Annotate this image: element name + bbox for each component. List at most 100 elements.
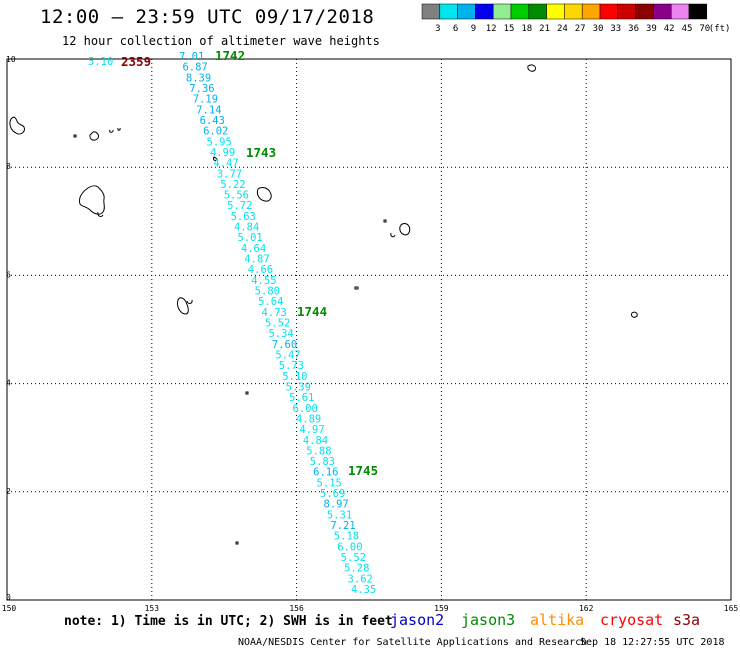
legend-label: 39 (646, 24, 657, 34)
wave-height-value: 5.95 (207, 136, 232, 148)
x-tick-label: 162 (579, 604, 594, 613)
wave-height-value: 5.52 (341, 552, 366, 564)
legend-label: 3 (435, 24, 440, 34)
wave-height-value: 5.22 (220, 179, 245, 191)
wave-height-value: 4.73 (262, 307, 287, 319)
wave-height-value: 5.10 (282, 371, 307, 383)
footer-note: note: 1) Time is in UTC; 2) SWH is in fe… (64, 614, 393, 629)
map-frame (6, 58, 732, 601)
island-outlines (9, 64, 638, 545)
island-outline (109, 127, 121, 133)
y-tick-label: 2 (6, 487, 11, 496)
wave-height-value: 5.73 (279, 360, 304, 372)
wave-height-value: 6.00 (293, 403, 318, 415)
wave-height-value: 7.60 (272, 339, 297, 351)
x-tick-label: 156 (289, 604, 304, 613)
wave-height-value: 4.99 (210, 147, 235, 159)
y-tick-label: 8 (6, 162, 11, 171)
timestamp-text: Sep 18 12:27:55 UTC 2018 (580, 637, 725, 648)
island-outline (235, 541, 239, 545)
legend-label: 33 (610, 24, 621, 34)
legend-label: 42 (664, 24, 675, 34)
y-tick-label: 10 (6, 55, 16, 64)
wave-height-value: 5.88 (306, 445, 331, 457)
altimeter-track: 7.016.878.397.367.197.146.436.025.954.99… (88, 51, 376, 596)
island-outline (89, 131, 99, 141)
footer: note: 1) Time is in UTC; 2) SWH is in fe… (64, 611, 725, 648)
legend-label: 24 (557, 24, 568, 34)
legend-label: 21 (539, 24, 550, 34)
x-tick-label: 150 (2, 604, 17, 613)
y-tick-label: 4 (6, 379, 11, 388)
wave-height-value: 3.77 (217, 168, 242, 180)
legend-label: 70 (699, 24, 710, 34)
wave-height-value: 5.72 (227, 200, 252, 212)
wave-height-value: 5.18 (334, 531, 359, 543)
wave-height-value: 4.84 (303, 435, 328, 447)
legend-label: 6 (453, 24, 458, 34)
wave-height-value: 4.97 (299, 424, 324, 436)
wave-height-value: 5.15 (317, 477, 342, 489)
wave-height-value: 5.10 (88, 56, 113, 68)
wave-height-value: 7.36 (189, 83, 214, 95)
island-outline (186, 299, 193, 304)
page-subtitle: 12 hour collection of altimeter wave hei… (62, 34, 380, 48)
wave-height-value: 6.02 (203, 126, 228, 138)
wave-height-value: 4.35 (351, 584, 376, 596)
island-outline (256, 187, 272, 202)
wave-height-value: 6.16 (313, 467, 338, 479)
legend-label: 12 (486, 24, 497, 34)
wave-height-value: 5.61 (289, 392, 314, 404)
island-outline (399, 223, 411, 236)
wave-height-value: 5.52 (265, 318, 290, 330)
wave-height-value: 4.47 (213, 158, 238, 170)
legend-swatch (688, 3, 708, 20)
legend-label: 18 (521, 24, 532, 34)
color-legend: 3 6 9 12 15 18 21 24 27 30 33 36 39 42 45 70(ft) (421, 3, 731, 34)
time-label: 1743 (246, 145, 276, 160)
island-outline (354, 286, 359, 290)
wave-height-value: 8.97 (323, 499, 348, 511)
page-title: 12:00 – 23:59 UTC 09/17/2018 (40, 6, 375, 28)
wave-height-value: 6.00 (337, 541, 362, 553)
legend-label: 9 (471, 24, 476, 34)
legend-label: 15 (504, 24, 515, 34)
x-tick-label: 153 (145, 604, 160, 613)
map-grid: 150 153 156 159 162 165 0 2 4 6 8 10 (2, 55, 739, 613)
time-label: 2359 (121, 54, 151, 69)
x-tick-label: 159 (434, 604, 449, 613)
wave-height-value: 3.62 (348, 573, 373, 585)
time-label: 1742 (215, 48, 245, 63)
wave-height-value: 5.39 (286, 381, 311, 393)
wave-height-value: 4.64 (241, 243, 266, 255)
wave-height-value: 8.39 (186, 72, 211, 84)
island-outline (383, 219, 387, 223)
wave-height-value: 4.55 (251, 275, 276, 287)
island-outline (390, 232, 396, 238)
island-outline (631, 311, 638, 318)
wave-height-value: 7.21 (330, 520, 355, 532)
island-outline (73, 134, 77, 138)
wave-height-value: 5.63 (231, 211, 256, 223)
wave-height-value: 5.34 (268, 328, 293, 340)
wave-height-value: 7.19 (193, 94, 218, 106)
wave-height-value: 5.28 (344, 563, 369, 575)
island-outline (212, 156, 218, 161)
satellite-label: jason2 (390, 611, 444, 629)
island-outline (79, 185, 105, 215)
wave-height-value: 7.01 (179, 51, 204, 63)
y-tick-label: 6 (6, 270, 11, 279)
wave-height-value: 4.87 (244, 254, 269, 266)
time-labels: 2359 1742 1743 1744 1745 (121, 48, 378, 478)
wave-height-value: 5.01 (237, 232, 262, 244)
wave-height-value: 4.89 (296, 413, 321, 425)
y-tick-label: 0 (6, 593, 11, 602)
satellite-label: cryosat (600, 611, 663, 629)
legend-label: 27 (575, 24, 586, 34)
satellite-label: s3a (673, 611, 700, 629)
satellite-label: altika (530, 611, 584, 629)
credit-text: NOAA/NESDIS Center for Satellite Applica… (238, 637, 587, 648)
legend-unit: (ft) (709, 24, 731, 34)
